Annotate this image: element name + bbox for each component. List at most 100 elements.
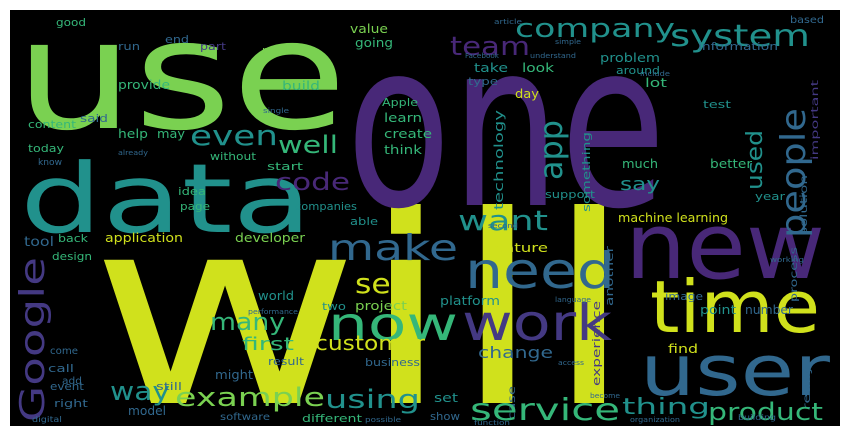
word-example: example bbox=[175, 383, 325, 413]
word-machine-learning: machine learning bbox=[618, 211, 728, 225]
word-might: might bbox=[215, 368, 253, 382]
word-organization: organization bbox=[630, 416, 680, 424]
word-still: still bbox=[156, 380, 182, 393]
word-better: better bbox=[710, 157, 752, 171]
word-really: really bbox=[802, 365, 813, 410]
word-work: work bbox=[462, 294, 612, 352]
word-service: service bbox=[470, 393, 620, 426]
word-type: type bbox=[468, 75, 498, 88]
word-year: year bbox=[755, 190, 786, 203]
word-many: many bbox=[210, 308, 285, 336]
word-right: right bbox=[54, 397, 89, 410]
word-used: used bbox=[743, 130, 768, 190]
word-think: think bbox=[384, 143, 422, 157]
word-add: add bbox=[62, 376, 82, 387]
word-come: come bbox=[50, 346, 78, 357]
word-case: case bbox=[507, 386, 518, 420]
word-see: see bbox=[355, 267, 410, 300]
word-back: back bbox=[58, 232, 89, 245]
word-support: support bbox=[545, 188, 596, 201]
word-code: code bbox=[275, 168, 350, 196]
word-without: without bbox=[210, 150, 257, 163]
word-build: build bbox=[282, 79, 320, 93]
word-team: team bbox=[450, 32, 530, 62]
word-image: image bbox=[665, 290, 703, 303]
word-good: good bbox=[56, 16, 86, 29]
word-use: use bbox=[15, 10, 347, 164]
word-article: article bbox=[494, 18, 522, 26]
word-product: product bbox=[708, 398, 823, 426]
word-cloud-frame: will one use data new time user work nee… bbox=[10, 10, 840, 426]
word-set: set bbox=[434, 391, 458, 405]
word-start: start bbox=[267, 160, 304, 173]
word-developer: developer bbox=[235, 231, 305, 245]
word-digital: digital bbox=[32, 415, 62, 424]
word-second: second bbox=[488, 222, 518, 230]
word-company: company bbox=[515, 14, 675, 44]
word-using: using bbox=[325, 385, 420, 415]
cloud-background bbox=[10, 10, 840, 426]
word-may: may bbox=[157, 127, 185, 141]
word-people: people bbox=[774, 108, 814, 238]
word-one: one bbox=[346, 10, 666, 260]
word-companies: companies bbox=[295, 200, 357, 213]
word-possible: possible bbox=[365, 416, 401, 424]
word-much: much bbox=[622, 157, 658, 171]
word-thing: thing bbox=[622, 395, 710, 420]
word-number: number bbox=[745, 303, 793, 317]
word-part: part bbox=[200, 40, 227, 53]
word-become: become bbox=[590, 392, 620, 400]
word-well: well bbox=[278, 131, 338, 159]
word-cloud: will one use data new time user work nee… bbox=[10, 10, 840, 426]
word-language: language bbox=[555, 296, 591, 304]
word-feature: feature bbox=[488, 241, 548, 255]
word-show: show bbox=[430, 410, 460, 423]
word-test: test bbox=[703, 98, 732, 111]
word-call: call bbox=[48, 362, 74, 375]
word-take: take bbox=[474, 61, 508, 75]
word-value: value bbox=[350, 22, 388, 36]
word-experience: experience bbox=[590, 301, 603, 386]
word-two: two bbox=[322, 300, 346, 313]
word-customer: customer bbox=[315, 331, 426, 355]
word-learn: learn bbox=[384, 111, 422, 125]
word-need: need bbox=[465, 242, 615, 300]
word-system: system bbox=[670, 19, 810, 54]
word-app: app bbox=[532, 120, 570, 180]
word-platform: platform bbox=[440, 294, 500, 308]
word-content: content bbox=[28, 118, 77, 131]
word-google: Google bbox=[13, 257, 53, 422]
word-make: make bbox=[328, 228, 458, 269]
word-access: access bbox=[558, 359, 584, 367]
word-result: result bbox=[268, 355, 305, 368]
word-end: end bbox=[165, 33, 189, 46]
word-even: even bbox=[190, 119, 278, 152]
word-find: find bbox=[668, 342, 698, 356]
word-facebook: Facebook bbox=[465, 52, 500, 60]
word-single: single bbox=[263, 107, 289, 115]
word-day: day bbox=[515, 87, 539, 101]
word-business: business bbox=[365, 356, 420, 369]
word-able: able bbox=[350, 215, 378, 228]
word-event: event bbox=[50, 380, 85, 393]
word-now: now bbox=[328, 297, 458, 351]
word-apple: Apple bbox=[382, 96, 418, 109]
word-already: already bbox=[118, 149, 148, 157]
word-lot: lot bbox=[645, 76, 667, 90]
word-today: today bbox=[28, 142, 65, 155]
word-create: create bbox=[384, 127, 432, 141]
word-know: know bbox=[38, 158, 62, 168]
word-tool: tool bbox=[24, 235, 54, 250]
word-time: time bbox=[650, 265, 820, 349]
word-project: project bbox=[355, 299, 407, 313]
word-different: different bbox=[302, 412, 363, 425]
word-performance: performance bbox=[248, 308, 298, 316]
word-new: new bbox=[625, 193, 825, 300]
word-point: point bbox=[700, 303, 736, 317]
word-based: based bbox=[790, 15, 824, 26]
word-world: world bbox=[258, 289, 294, 303]
word-another: another bbox=[603, 245, 616, 306]
word-going: going bbox=[355, 36, 393, 50]
word-solution: solution bbox=[799, 175, 810, 235]
word-working: working bbox=[770, 256, 804, 264]
